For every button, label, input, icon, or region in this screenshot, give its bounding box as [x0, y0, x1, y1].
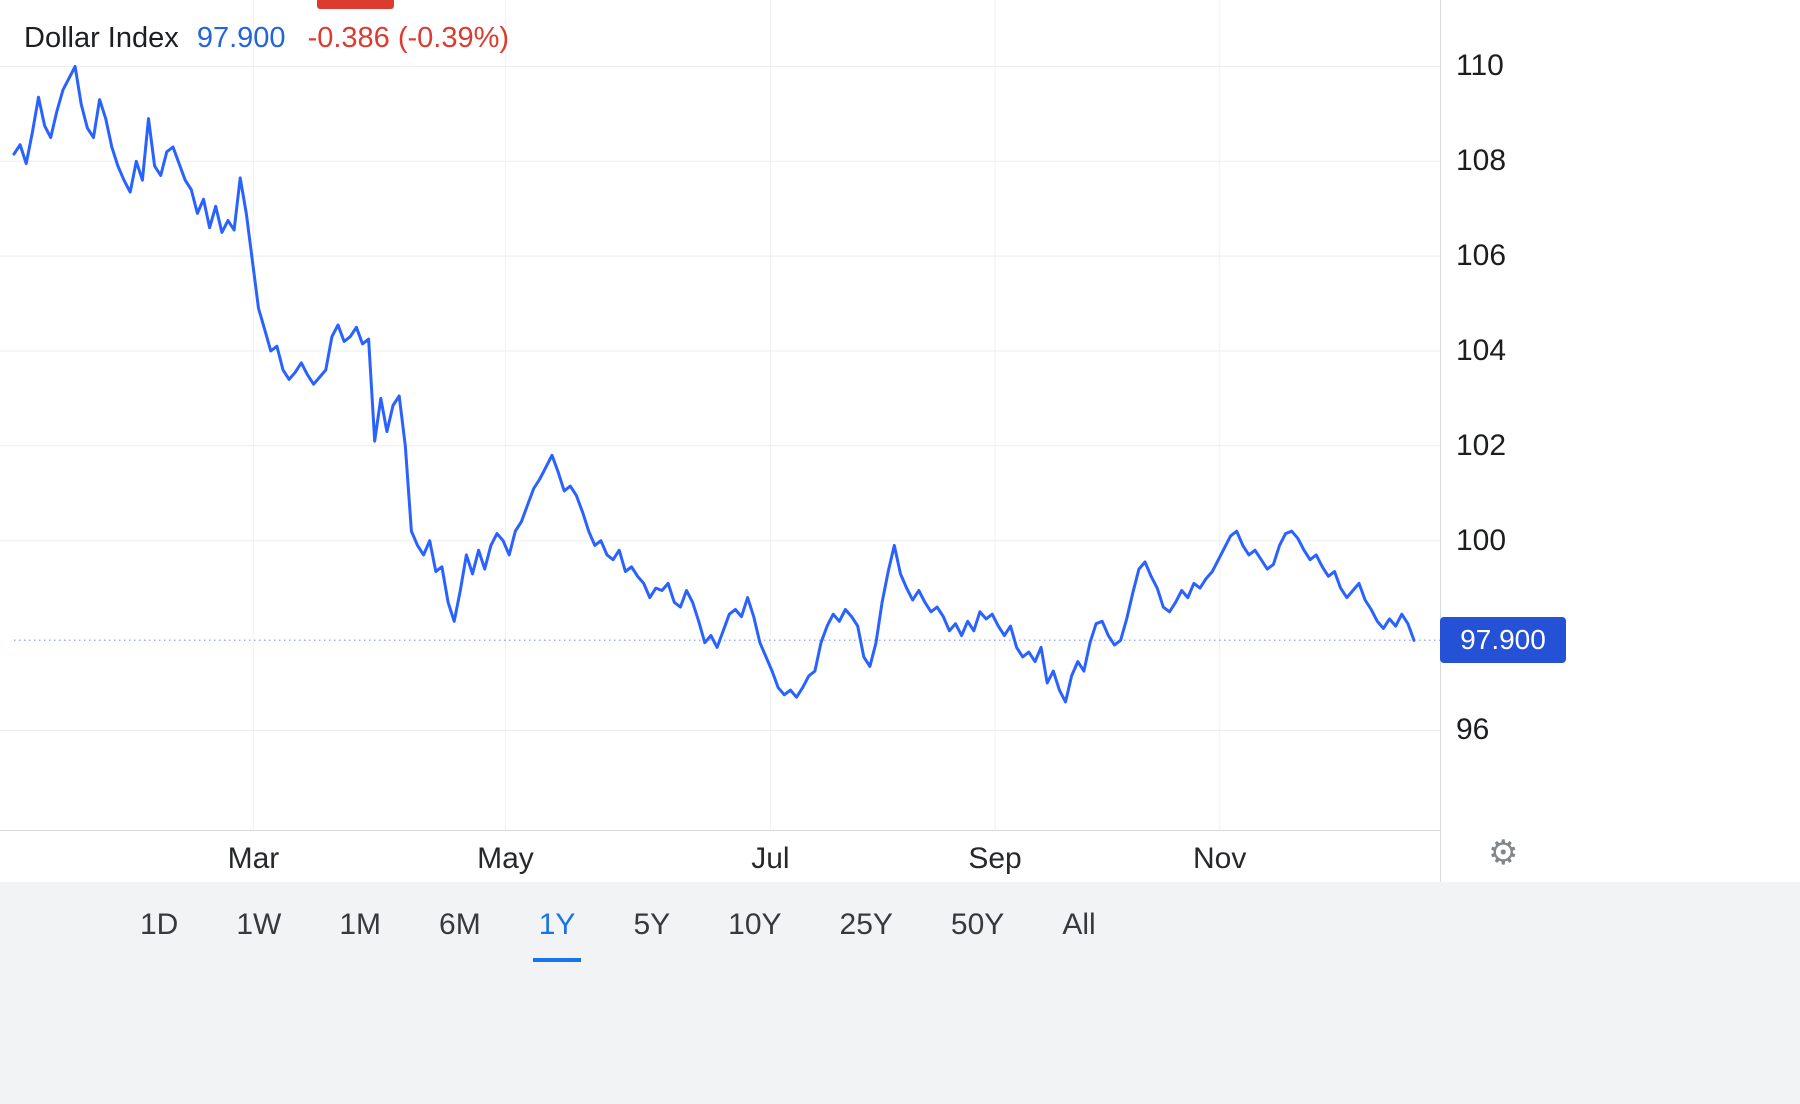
y-axis-label: 100 [1456, 523, 1507, 557]
chart-header: Dollar Index 97.900 -0.386 (-0.39%) [24, 22, 509, 55]
range-button-1y[interactable]: 1Y [532, 902, 582, 962]
axis-separator-vertical [1440, 0, 1441, 882]
range-button-all[interactable]: All [1056, 902, 1101, 962]
range-button-group: 1D 1W 1M 6M 1Y 5Y 10Y 25Y 50Y All [0, 882, 1800, 962]
y-axis-label: 108 [1456, 144, 1507, 178]
price-change-text: -0.386 (-0.39%) [307, 22, 510, 54]
y-axis-label: 110 [1456, 49, 1504, 83]
range-button-5y[interactable]: 5Y [627, 902, 676, 962]
x-axis-label-sep: Sep [968, 842, 1022, 875]
top-cutoff-red-element [317, 0, 394, 9]
instrument-name: Dollar Index [24, 22, 179, 54]
y-axis-label: 96 [1456, 713, 1490, 747]
range-button-50y[interactable]: 50Y [945, 902, 1010, 962]
range-button-25y[interactable]: 25Y [834, 902, 899, 962]
settings-gear-icon[interactable]: ⚙ [1488, 834, 1519, 872]
range-button-1d[interactable]: 1D [134, 902, 184, 962]
y-axis-label: 106 [1456, 239, 1507, 273]
x-axis-label-may: May [477, 842, 534, 875]
range-button-1m[interactable]: 1M [333, 902, 387, 962]
range-button-6m[interactable]: 6M [433, 902, 487, 962]
x-axis-label-mar: Mar [227, 842, 280, 875]
x-axis-label-jul: Jul [751, 842, 790, 875]
range-button-10y[interactable]: 10Y [722, 902, 787, 962]
y-axis-label: 104 [1456, 333, 1507, 367]
price-chart-area: Dollar Index 97.900 -0.386 (-0.39%) 110 1… [0, 0, 1566, 882]
range-button-1w[interactable]: 1W [230, 902, 287, 962]
axis-separator-horizontal [0, 830, 1440, 831]
range-toolbar: 1D 1W 1M 6M 1Y 5Y 10Y 25Y 50Y All [0, 882, 1800, 1104]
line-chart-plot[interactable] [0, 0, 1440, 830]
y-axis-label: 102 [1456, 428, 1507, 462]
x-axis-label-nov: Nov [1192, 842, 1247, 875]
last-price-badge: 97.900 [1440, 617, 1566, 664]
last-price-text: 97.900 [196, 22, 286, 54]
